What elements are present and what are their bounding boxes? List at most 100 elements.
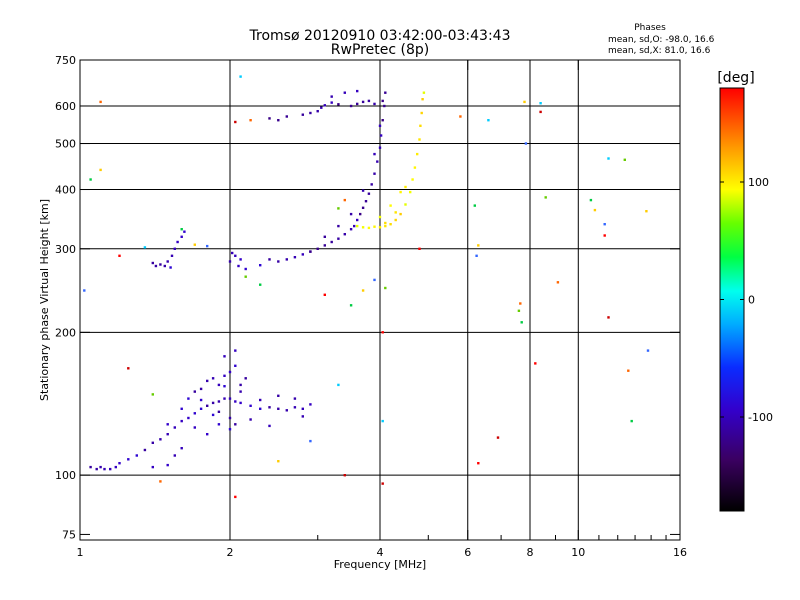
data-point: [187, 416, 190, 420]
data-point: [361, 206, 365, 209]
data-point: [630, 419, 633, 423]
data-point: [211, 401, 215, 405]
data-point: [330, 240, 333, 244]
y-tick-label-75: 75: [62, 528, 76, 541]
data-point: [309, 439, 312, 443]
data-point: [337, 237, 340, 240]
data-point: [323, 293, 326, 296]
data-point: [228, 416, 232, 420]
data-point: [517, 309, 521, 312]
data-point: [373, 152, 376, 156]
data-point: [381, 99, 384, 103]
data-point: [646, 349, 650, 352]
data-point: [180, 235, 183, 238]
phase-info-heading: Phases: [634, 23, 666, 33]
data-point: [373, 225, 376, 228]
data-point: [187, 397, 190, 400]
data-point: [239, 258, 242, 261]
data-point: [180, 407, 183, 410]
data-point: [180, 419, 183, 423]
x-tick-label-2: 2: [227, 546, 234, 559]
data-point: [259, 264, 262, 267]
data-point: [534, 362, 537, 365]
y-tick-label-400: 400: [55, 184, 76, 197]
data-point: [381, 119, 384, 122]
data-point: [373, 172, 376, 175]
data-point: [170, 254, 174, 257]
data-point: [135, 454, 138, 457]
data-point: [173, 247, 176, 250]
grid-lines: [80, 60, 680, 540]
data-point: [544, 196, 547, 199]
data-point: [259, 407, 262, 410]
data-point: [159, 263, 162, 266]
data-point: [337, 103, 340, 106]
data-point: [89, 465, 92, 469]
data-point: [309, 111, 312, 115]
data-point: [409, 190, 412, 194]
data-point: [384, 91, 387, 94]
x-tick-label-1: 1: [77, 546, 84, 559]
data-point: [593, 208, 597, 212]
data-point: [99, 465, 102, 469]
chart-title: Tromsø 20120910 03:42:00-03:43:43: [249, 28, 511, 44]
data-point: [330, 95, 333, 98]
data-point: [378, 124, 382, 127]
data-point: [109, 467, 112, 471]
data-point: [234, 254, 237, 257]
data-point: [169, 266, 172, 269]
data-point: [323, 104, 326, 107]
data-point: [151, 465, 154, 469]
data-point: [277, 460, 280, 463]
data-point: [343, 198, 346, 202]
data-point: [399, 212, 402, 216]
data-point: [301, 253, 304, 256]
data-point: [293, 256, 297, 259]
data-point: [217, 400, 221, 403]
data-point: [159, 438, 162, 441]
data-point: [623, 158, 626, 161]
data-point: [118, 462, 121, 465]
data-point: [285, 115, 288, 118]
data-point: [378, 226, 382, 229]
data-point: [237, 264, 240, 268]
data-point: [206, 244, 209, 248]
data-point: [539, 110, 542, 114]
x-tick-label-16: 16: [673, 546, 687, 559]
data-point: [180, 228, 183, 231]
data-point: [143, 448, 147, 452]
data-point: [193, 390, 196, 393]
data-point: [301, 407, 304, 410]
data-point: [127, 458, 130, 461]
data-point: [277, 394, 280, 397]
data-point: [183, 230, 186, 233]
data-point: [323, 244, 326, 247]
data-point: [539, 102, 542, 105]
data-point: [416, 152, 419, 156]
data-point: [173, 454, 176, 457]
data-point: [228, 260, 232, 263]
data-point: [378, 215, 382, 219]
data-point: [361, 189, 365, 192]
data-point: [524, 142, 528, 145]
data-point: [323, 235, 326, 238]
data-point: [367, 192, 371, 195]
data-point: [520, 321, 523, 324]
data-point: [381, 331, 384, 334]
x-tick-label-6: 6: [464, 546, 471, 559]
data-point: [277, 407, 280, 410]
data-point: [228, 428, 232, 431]
data-point: [228, 370, 232, 374]
data-point: [234, 400, 237, 403]
phase-info-line-o: mean, sd,O: -98.0, 16.6: [608, 35, 715, 45]
data-point: [422, 91, 426, 94]
y-tick-labels: 75 100 200 300 400 500 600 750: [55, 54, 76, 541]
data-point: [277, 260, 280, 263]
data-point: [361, 100, 365, 104]
data-point: [293, 406, 297, 409]
data-point: [337, 207, 340, 210]
data-point: [268, 424, 271, 428]
data-point: [206, 379, 209, 383]
data-point: [159, 480, 162, 483]
data-point: [343, 91, 346, 94]
